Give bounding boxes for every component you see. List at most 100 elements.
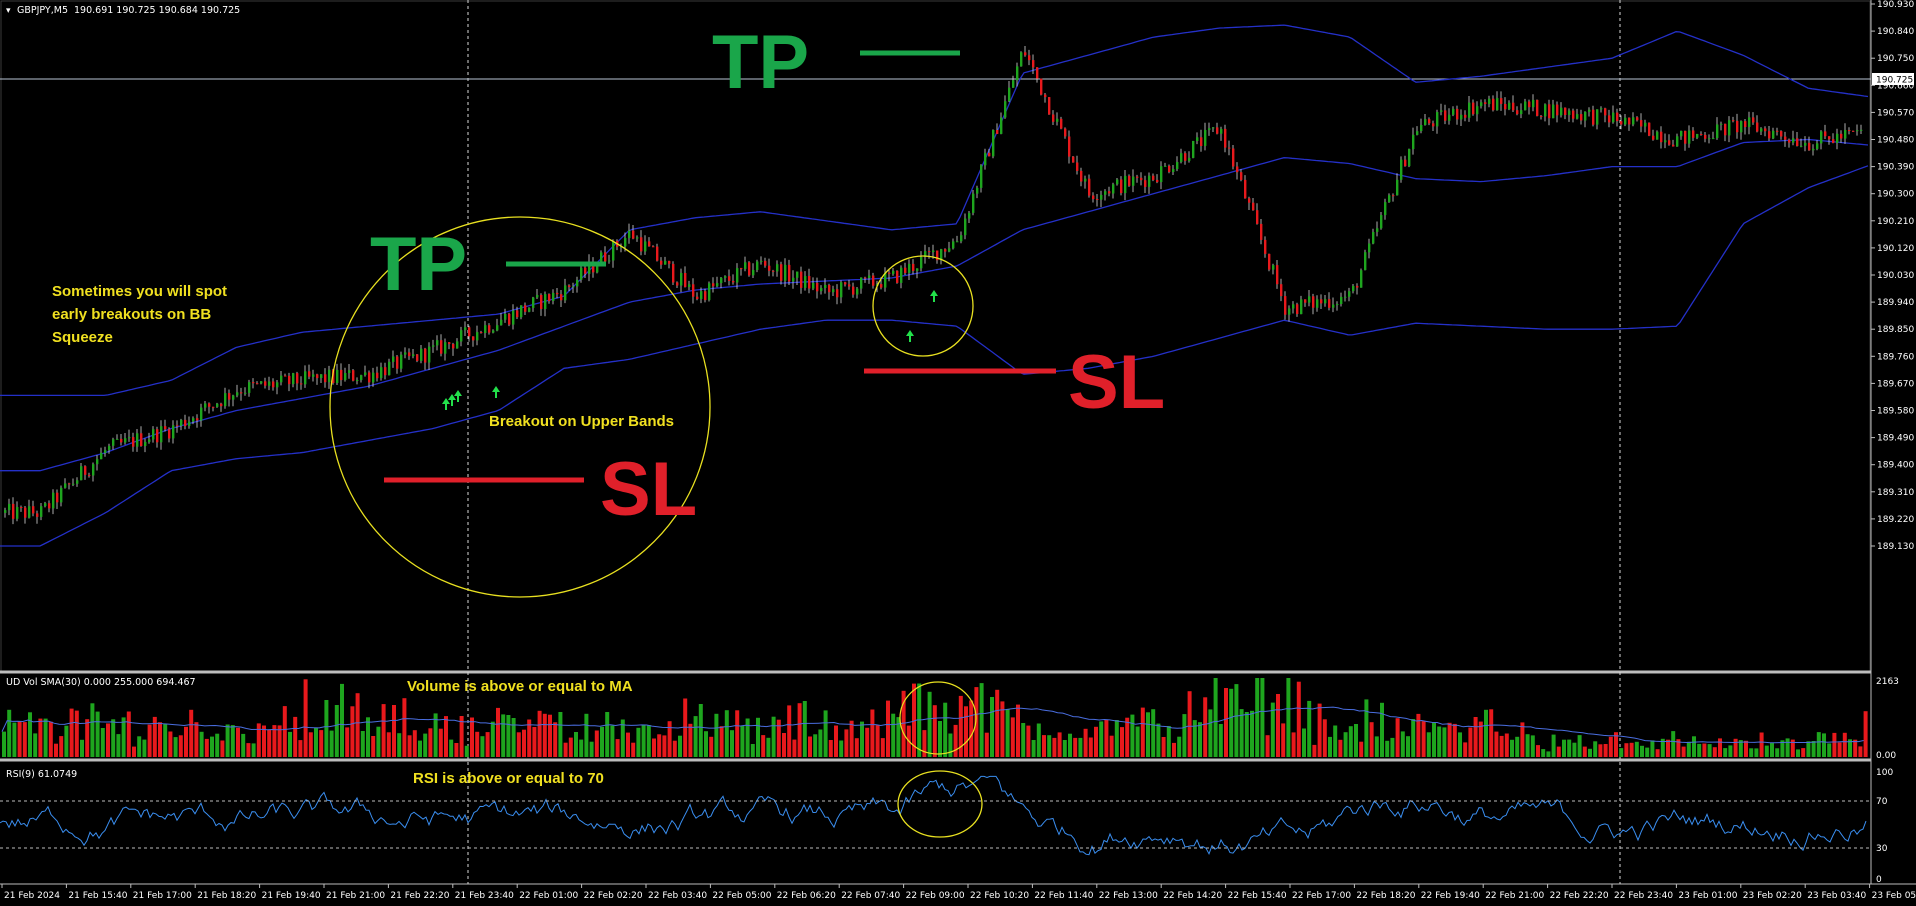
candle-body xyxy=(1624,117,1627,125)
signal-arrows xyxy=(442,290,938,410)
candle-body xyxy=(976,187,979,194)
candle-body xyxy=(380,367,383,379)
volume-bar xyxy=(241,733,246,757)
volume-bar xyxy=(293,716,298,757)
candle-body xyxy=(80,466,83,481)
price-tick-label: 190.210 xyxy=(1877,217,1914,227)
candle-body xyxy=(512,310,515,325)
candle-body xyxy=(36,513,39,517)
volume-bar xyxy=(854,738,859,757)
volume-bar xyxy=(423,733,428,757)
price-tick-label: 189.670 xyxy=(1877,379,1914,389)
volume-bar xyxy=(116,734,121,757)
volume-bar xyxy=(615,739,620,757)
volume-bar xyxy=(1827,743,1832,757)
candle-body xyxy=(1260,223,1263,240)
candle-body xyxy=(916,268,919,271)
candle-body xyxy=(1268,253,1271,270)
candle-body xyxy=(536,295,539,298)
candle-body xyxy=(64,483,67,488)
volume-bar xyxy=(1255,678,1260,757)
candle-body xyxy=(1844,130,1847,139)
volume-bar xyxy=(251,743,256,757)
time-tick-label: 21 Feb 22:20 xyxy=(390,891,449,901)
volume-bar xyxy=(407,735,412,757)
volume-bar xyxy=(704,731,708,757)
volume-bar xyxy=(199,731,204,757)
volume-bar xyxy=(397,733,402,757)
time-tick-label: 22 Feb 09:00 xyxy=(906,891,965,901)
candle-body xyxy=(1464,114,1467,118)
candle-body xyxy=(144,441,147,446)
candle-body xyxy=(1184,153,1187,161)
volume-bar xyxy=(355,693,360,757)
volume-bar xyxy=(168,731,173,757)
volume-bar xyxy=(371,736,376,757)
volume-bar xyxy=(1109,735,1114,757)
candle-body xyxy=(880,284,883,288)
volume-bar xyxy=(1692,736,1696,757)
candle-body xyxy=(312,374,315,377)
time-axis[interactable]: 21 Feb 2024 21 Feb 15:40 21 Feb 17:00 21 Fe… xyxy=(1,884,1916,901)
price-axis[interactable]: 190.930 190.840 190.750 190.660 190.570 190.4… xyxy=(1871,0,1914,552)
candle-body xyxy=(708,283,711,301)
volume-sma-line xyxy=(1,706,1864,744)
volume-bar xyxy=(943,702,948,757)
volume-bar xyxy=(1359,741,1364,757)
candle-body xyxy=(1488,98,1491,104)
volume-bar xyxy=(922,730,927,757)
candle-body xyxy=(432,345,435,347)
candle-body xyxy=(56,492,59,503)
buy-arrow-icon xyxy=(492,386,500,398)
volume-bar xyxy=(80,739,84,757)
volume-bar xyxy=(995,689,1000,757)
candle-body xyxy=(1704,134,1707,139)
candle-body xyxy=(484,325,487,333)
candle-body xyxy=(948,248,951,252)
candle-body xyxy=(812,282,815,289)
candle-body xyxy=(764,260,767,266)
volume-bar xyxy=(444,716,448,757)
chart-menu-icon[interactable]: ▾ xyxy=(6,6,11,16)
candle-body xyxy=(180,419,183,426)
volume-bar xyxy=(350,706,355,757)
candle-body xyxy=(1836,133,1839,143)
candle-body xyxy=(1200,137,1203,146)
candle-body xyxy=(928,251,931,253)
candle-body xyxy=(1632,117,1635,125)
candle-body xyxy=(1436,112,1439,127)
candle-body xyxy=(1392,195,1395,197)
volume-bar xyxy=(1520,722,1525,757)
volume-bar xyxy=(896,717,901,757)
candle-body xyxy=(1204,130,1207,146)
candle-body xyxy=(460,330,463,342)
volume-bar xyxy=(1629,742,1634,757)
candle-body xyxy=(1088,178,1091,196)
volume-bar xyxy=(438,728,443,757)
candle-body xyxy=(260,381,263,384)
candle-body xyxy=(620,246,623,248)
candle-body xyxy=(1716,124,1719,139)
candle-body xyxy=(728,276,731,281)
candle-body xyxy=(1560,107,1563,116)
volume-bar xyxy=(329,730,334,757)
volume-bar xyxy=(428,728,433,757)
candle-body xyxy=(252,382,255,384)
volume-bar xyxy=(750,744,755,757)
volume-bar xyxy=(1676,739,1681,757)
candle-body xyxy=(1484,102,1487,104)
volume-bar xyxy=(1655,749,1660,757)
volume-bar xyxy=(225,724,230,757)
candle-body xyxy=(636,237,639,239)
candle-body xyxy=(1232,148,1235,167)
candle-body xyxy=(396,356,399,369)
volume-bar xyxy=(1265,735,1270,757)
volume-bar xyxy=(1442,727,1447,757)
candle-body xyxy=(236,392,239,396)
candle-body xyxy=(584,267,587,274)
volume-bar xyxy=(288,731,292,757)
candle-body xyxy=(1508,102,1511,110)
candle-body xyxy=(1696,134,1699,138)
volume-bar xyxy=(142,739,147,757)
